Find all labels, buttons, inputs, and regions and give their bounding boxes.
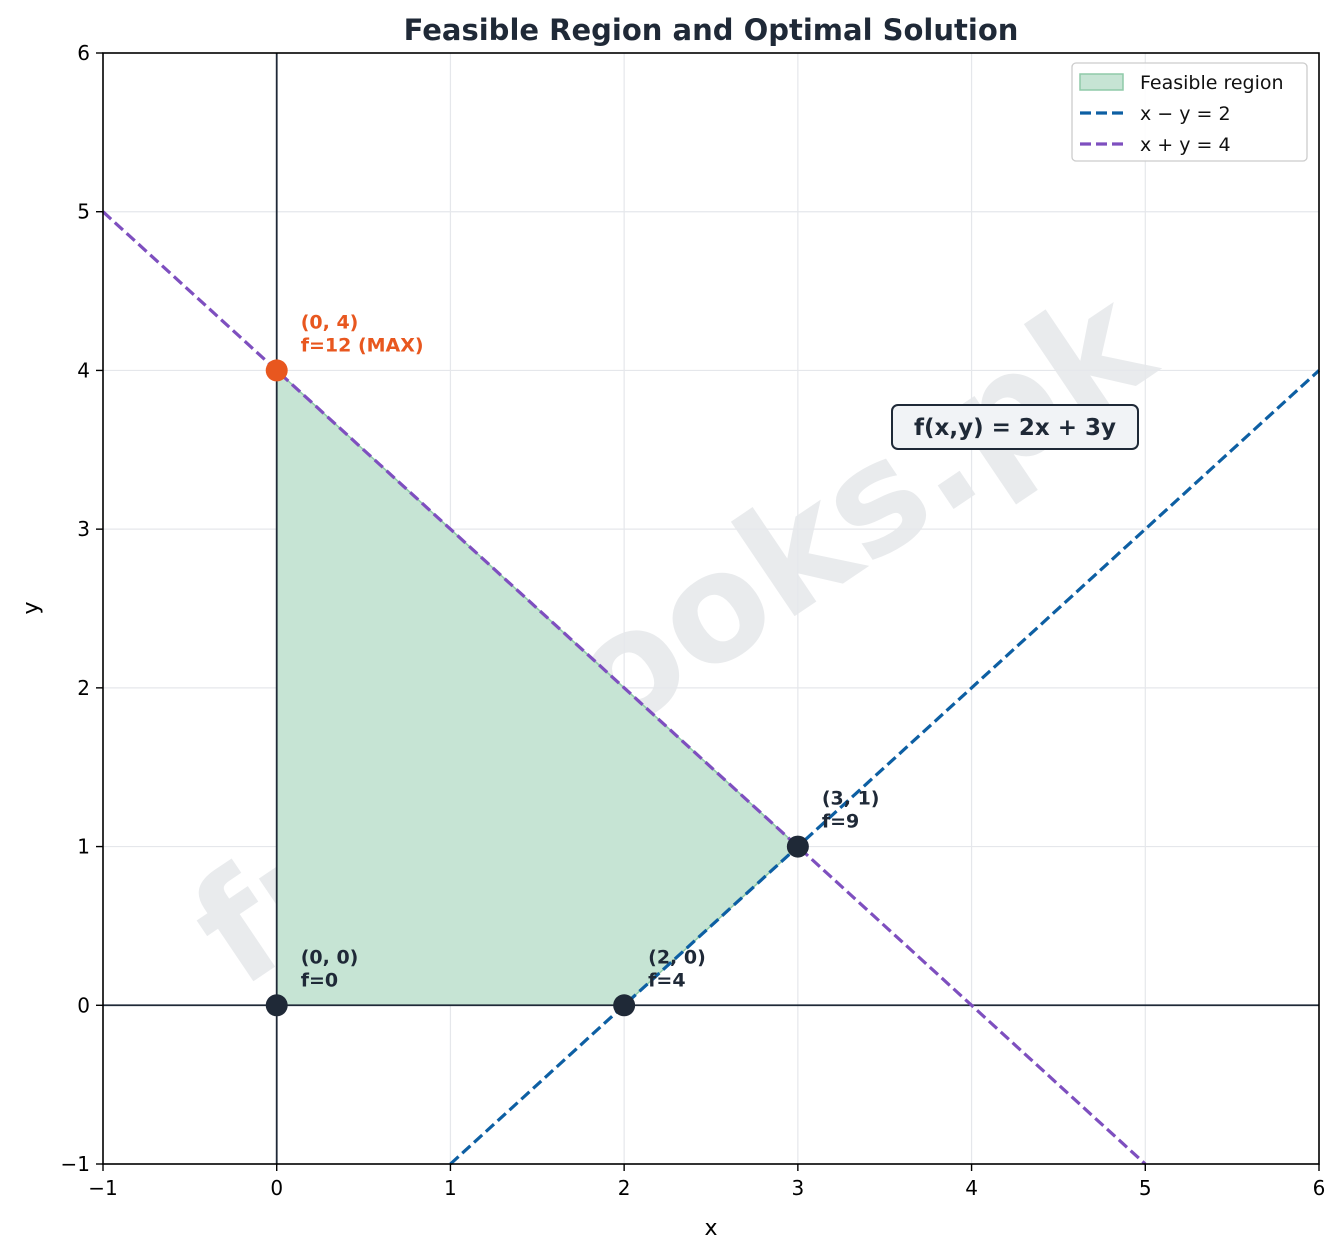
objective-function-box: f(x,y) = 2x + 3y <box>891 404 1139 450</box>
vertex-value-label: f=0 <box>301 969 338 991</box>
ticks: −1 0 1 2 3 4 5 6 −1 0 1 2 3 4 5 6 <box>61 41 1326 1200</box>
legend-entry-line-1: x − y = 2 <box>1140 103 1231 125</box>
x-tick-label: 2 <box>618 1176 631 1200</box>
x-axis-label: x <box>704 1216 717 1241</box>
objective-box-frame <box>891 404 1139 450</box>
vertex-coordinate-label: (3, 1) <box>822 788 880 810</box>
vertex-value-label: f=4 <box>648 969 685 991</box>
constraint-line-2 <box>101 210 1147 1166</box>
y-tick-label: 5 <box>77 200 90 224</box>
y-tick-label: 3 <box>77 517 90 541</box>
vertex-point <box>265 359 288 382</box>
x-tick-label: 5 <box>1139 1176 1152 1200</box>
legend: Feasible region x − y = 2 x + y = 4 <box>1071 62 1308 162</box>
x-tick-label: 3 <box>791 1176 804 1200</box>
x-tick-label: 6 <box>1313 1176 1326 1200</box>
vertex-value-label: f=9 <box>822 811 859 833</box>
vertex-point <box>265 994 288 1017</box>
zero-axes <box>103 53 1319 1164</box>
constraint-line-1 <box>449 369 1321 1166</box>
legend-swatch-feasible-region <box>1079 73 1124 91</box>
chart-title: Feasible Region and Optimal Solution <box>404 13 1019 47</box>
legend-entry-line-2: x + y = 4 <box>1140 134 1231 156</box>
vertex-points <box>265 359 809 1017</box>
y-axis-label: y <box>19 601 44 614</box>
y-tick-label: 6 <box>77 41 90 65</box>
vertex-value-label: f=12 (MAX) <box>301 334 424 356</box>
vertex-coordinate-label: (0, 4) <box>301 311 359 333</box>
legend-frame <box>1071 62 1308 162</box>
y-tick-label: −1 <box>61 1152 90 1176</box>
x-tick-label: −1 <box>88 1176 117 1200</box>
vertex-point <box>613 994 636 1017</box>
y-tick-label: 1 <box>77 835 90 859</box>
vertex-coordinate-label: (0, 0) <box>301 946 359 968</box>
x-tick-label: 1 <box>444 1176 457 1200</box>
y-tick-label: 0 <box>77 993 90 1017</box>
objective-function-label: f(x,y) = 2x + 3y <box>914 415 1116 441</box>
x-tick-label: 4 <box>965 1176 978 1200</box>
vertex-coordinate-label: (2, 0) <box>648 946 706 968</box>
y-tick-label: 2 <box>77 676 90 700</box>
vertex-labels: (0, 0)f=0 (2, 0)f=4 (3, 1)f=9 (0, 4)f=12 (M… <box>301 311 880 991</box>
y-tick-label: 4 <box>77 358 90 382</box>
vertex-point <box>786 835 809 858</box>
x-tick-label: 0 <box>270 1176 283 1200</box>
constraint-lines <box>101 210 1321 1166</box>
plot-frame <box>102 52 1320 1165</box>
legend-entry-feasible-region: Feasible region <box>1140 72 1284 94</box>
